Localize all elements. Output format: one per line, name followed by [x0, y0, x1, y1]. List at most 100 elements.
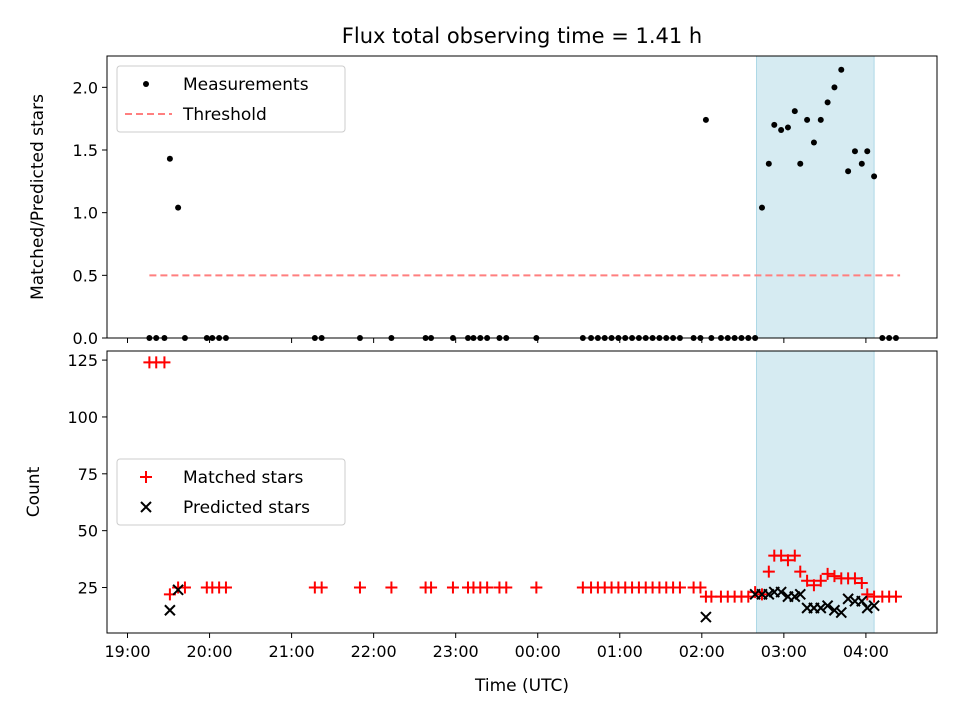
predicted-stars-point [868, 600, 880, 612]
matched-stars-point [794, 565, 807, 578]
bottom-ytick-label: 100 [67, 408, 98, 427]
matched-stars-point [807, 579, 820, 592]
xtick-label: 19:00 [104, 642, 150, 661]
measurement-point [784, 124, 791, 131]
xtick-label: 23:00 [433, 642, 479, 661]
xtick-label: 01:00 [597, 642, 643, 661]
measurement-point [791, 108, 798, 115]
measurement-point [824, 99, 831, 106]
matched-stars-point [814, 574, 827, 587]
matched-stars-point [446, 581, 459, 594]
legend-threshold-label: Threshold [182, 105, 267, 125]
bottom-axes-frame [106, 350, 938, 634]
matched-stars-point [315, 581, 328, 594]
xtick-label: 20:00 [186, 642, 232, 661]
matched-stars-point [855, 576, 868, 589]
xtick-label: 04:00 [843, 642, 889, 661]
top-legend: Measurements Threshold [116, 65, 346, 133]
predicted-stars-point [828, 604, 841, 616]
matched-stars-point [788, 549, 801, 562]
matched-stars-point [694, 581, 707, 594]
measurement-point [175, 204, 182, 211]
matched-stars-point [861, 588, 874, 601]
measurement-point [778, 126, 785, 133]
legend-measurements-label: Measurements [183, 75, 309, 95]
xtick-label: 21:00 [269, 642, 315, 661]
matched-stars-point [385, 581, 398, 594]
matched-stars-point [530, 581, 543, 594]
legend-matched-label: Matched stars [183, 468, 303, 488]
matched-stars-point [781, 554, 794, 567]
measurement-point [166, 155, 173, 162]
top-marks [146, 66, 901, 341]
measurement-point [864, 148, 871, 155]
xtick-label: 02:00 [679, 642, 725, 661]
top-ytick-label: 2.0 [73, 78, 98, 97]
legend-predicted-marker [140, 501, 152, 513]
top-highlight-span [756, 55, 875, 339]
x-axis-label: Time (UTC) [474, 676, 569, 696]
bottom-ticks: 25 50 75 100 125 19:00 20:00 21:00 22:00 23:00 00:… [67, 351, 888, 661]
measurement-point [702, 116, 709, 123]
measurement-point [810, 139, 817, 146]
bottom-panel: 25 50 75 100 125 19:00 20:00 21:00 22:00 23:00 00:… [24, 350, 938, 696]
xtick-label: 22:00 [351, 642, 397, 661]
matched-stars-point [219, 581, 232, 594]
predicted-stars-point [775, 586, 787, 598]
matched-stars-point [425, 581, 438, 594]
top-ticks: 0.0 0.5 1.0 1.5 2.0 [73, 78, 867, 348]
legend-predicted-label: Predicted stars [183, 498, 310, 518]
predicted-stars-point [842, 593, 854, 605]
measurement-point [771, 121, 778, 128]
legend-measurements-marker [143, 81, 149, 87]
matched-stars-point [353, 581, 366, 594]
measurement-point [804, 116, 811, 123]
measurement-point [817, 116, 824, 123]
predicted-stars-point [700, 611, 712, 623]
predicted-stars-point [815, 602, 827, 614]
measurement-point [765, 160, 772, 167]
matched-stars-point [158, 356, 171, 369]
matched-stars-point [889, 590, 902, 603]
top-panel: 0.00.51.01.52.0 Matched/Predicted stars … [28, 55, 938, 348]
top-ytick-label: 1.0 [73, 204, 98, 223]
bottom-ytick-label: 50 [78, 522, 98, 541]
bottom-ytick-label: 75 [78, 465, 98, 484]
measurement-point [851, 148, 858, 155]
chart-title: Flux total observing time = 1.41 h [342, 24, 702, 48]
xtick-label: 00:00 [515, 642, 561, 661]
top-ytick-label: 1.5 [73, 141, 98, 160]
top-ytick-label: 0.0 [73, 329, 98, 348]
bottom-legend: Matched stars Predicted stars [116, 458, 346, 526]
bottom-y-axis-label: Count [24, 466, 44, 517]
matched-stars-point [828, 570, 841, 583]
matched-stars-point [775, 549, 788, 562]
measurement-point [758, 204, 765, 211]
matched-stars-point [673, 581, 686, 594]
measurement-point [845, 168, 852, 175]
predicted-stars-point [861, 602, 873, 614]
top-legend-box [116, 65, 346, 133]
bottom-marks [143, 356, 902, 623]
bottom-legend-box [116, 458, 346, 526]
top-ytick-label: 0.5 [73, 266, 98, 285]
predicted-stars-point [835, 606, 847, 619]
measurement-point [858, 160, 865, 167]
matched-stars-point [821, 567, 834, 580]
bottom-ytick-label: 25 [78, 579, 98, 598]
xtick-label: 03:00 [761, 642, 807, 661]
measurement-point [871, 173, 878, 180]
matched-stars-point [848, 572, 861, 585]
measurement-point [831, 84, 838, 91]
matched-stars-point [762, 565, 775, 578]
predicted-stars-point [794, 588, 806, 601]
top-y-axis-label: Matched/Predicted stars [28, 94, 48, 300]
measurement-point [797, 160, 804, 167]
matched-stars-point [801, 574, 814, 587]
matched-stars-point [500, 581, 513, 594]
matched-stars-point [481, 581, 494, 594]
bottom-ytick-label: 125 [67, 351, 98, 370]
predicted-stars-point [821, 600, 834, 612]
predicted-stars-point [164, 604, 176, 616]
